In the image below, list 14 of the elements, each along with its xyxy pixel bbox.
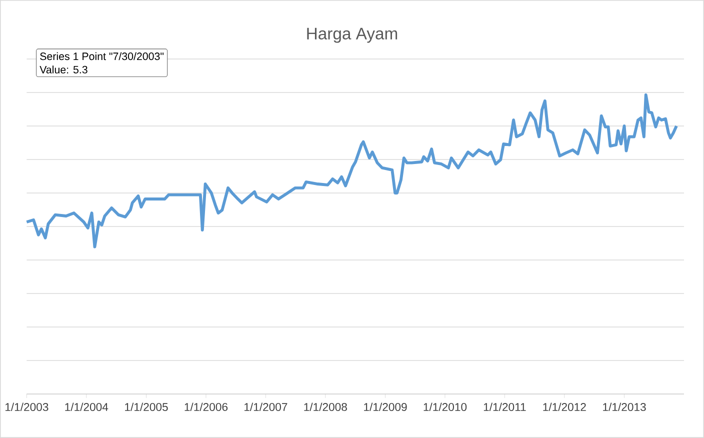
x-tick-label: 1/1/2011 bbox=[484, 402, 526, 412]
x-tick-label: 1/1/2005 bbox=[125, 402, 168, 412]
x-tick-label: 1/1/2008 bbox=[304, 402, 347, 412]
x-tick-label: 1/1/2004 bbox=[65, 402, 108, 412]
text: Value: 5.3 bbox=[40, 66, 88, 74]
x-tick-label: 1/1/2007 bbox=[244, 402, 288, 412]
x-tick-label: 1/1/2010 bbox=[424, 402, 467, 412]
x-tick-label: 1/1/2012 bbox=[543, 402, 586, 412]
text: Series 1 Point "7/30/2003" bbox=[40, 52, 164, 60]
x-tick-label: 1/1/2003 bbox=[5, 402, 48, 412]
x-tick-label: 1/1/2006 bbox=[184, 402, 228, 412]
x-tick-label: 1/1/2013 bbox=[603, 402, 646, 412]
chart-title: Harga Ayam bbox=[307, 28, 398, 43]
x-tick-label: 1/1/2009 bbox=[364, 402, 407, 412]
